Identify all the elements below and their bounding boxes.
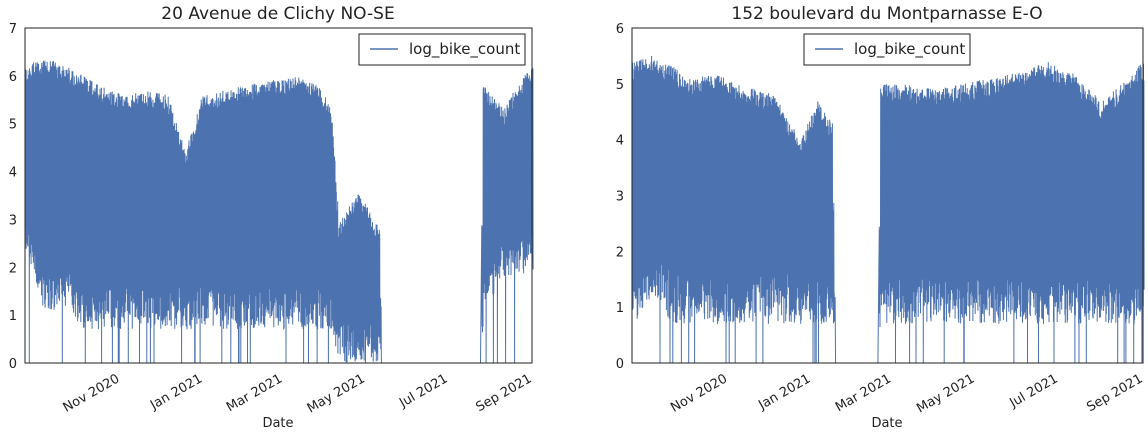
x-tick-label: Jul 2021: [396, 371, 450, 411]
y-tick-label: 4: [9, 166, 17, 181]
subplot-title: 20 Avenue de Clichy NO-SE: [161, 4, 394, 24]
y-tick-label: 0: [9, 357, 17, 372]
legend-label: log_bike_count: [854, 40, 965, 59]
y-tick-label: 0: [616, 357, 624, 372]
y-tick-label: 2: [9, 261, 17, 276]
subplot-right: 152 boulevard du Montparnasse E-O 0 1 2 3 4 5…: [616, 4, 1146, 431]
plot-frame: [24, 27, 533, 364]
x-tick-label: Mar 2021: [224, 371, 285, 415]
x-tick-label: Sep 2021: [474, 371, 535, 415]
legend: log_bike_count: [358, 33, 526, 66]
y-tick-label: 4: [616, 134, 624, 149]
legend: log_bike_count: [803, 33, 971, 66]
y-tick-label: 5: [9, 118, 17, 133]
x-tick-label: Nov 2020: [668, 371, 730, 415]
subplot-title: 152 boulevard du Montparnasse E-O: [731, 4, 1042, 24]
x-tick-label: Jan 2021: [147, 371, 205, 413]
y-tick-label: 3: [616, 190, 624, 205]
x-tick-label: Jan 2021: [755, 371, 813, 413]
series-line: [631, 55, 1145, 364]
x-axis-ticks: Nov 2020 Jan 2021 Mar 2021 May 2021 Jul 2021…: [61, 371, 535, 416]
line-series-log-bike-count: [24, 60, 534, 364]
x-tick-label: Jul 2021: [1006, 371, 1060, 411]
y-tick-label: 7: [9, 22, 17, 37]
legend-label: log_bike_count: [409, 40, 520, 59]
y-tick-label: 5: [616, 78, 624, 93]
y-tick-label: 6: [616, 22, 624, 37]
x-axis-label: Date: [262, 416, 293, 431]
x-axis-label: Date: [871, 416, 902, 431]
y-axis-ticks: 0 1 2 3 4 5 6: [616, 22, 624, 372]
y-tick-label: 1: [616, 301, 624, 316]
x-tick-label: Mar 2021: [833, 371, 894, 415]
y-tick-label: 1: [9, 309, 17, 324]
x-tick-label: May 2021: [305, 371, 368, 416]
y-tick-label: 2: [616, 245, 624, 260]
x-tick-label: Sep 2021: [1084, 371, 1145, 415]
series-line: [24, 60, 534, 364]
subplot-left: 20 Avenue de Clichy NO-SE 0 1 2 3 4 5 6 7 Nov 2…: [9, 4, 535, 431]
line-series-log-bike-count: [631, 55, 1145, 364]
y-tick-label: 3: [9, 213, 17, 228]
y-tick-label: 6: [9, 70, 17, 85]
x-axis-ticks: Nov 2020 Jan 2021 Mar 2021 May 2021 Jul 2021…: [668, 371, 1145, 416]
x-tick-label: Nov 2020: [61, 371, 123, 415]
plot-frame: [631, 27, 1144, 364]
y-axis-ticks: 0 1 2 3 4 5 6 7: [9, 22, 17, 372]
x-tick-label: May 2021: [914, 371, 977, 416]
